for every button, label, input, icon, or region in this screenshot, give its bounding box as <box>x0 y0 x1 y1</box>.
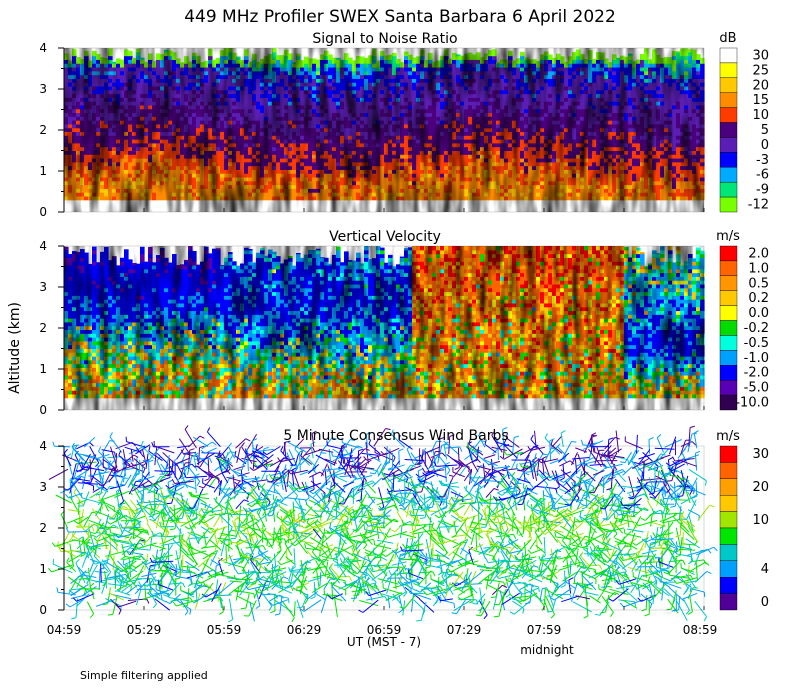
figure-title: 449 MHz Profiler SWEX Santa Barbara 6 Ap… <box>184 7 616 27</box>
snr-title: Signal to Noise Ratio <box>312 31 457 47</box>
y-axis-label: Altitude (km) <box>7 302 23 394</box>
